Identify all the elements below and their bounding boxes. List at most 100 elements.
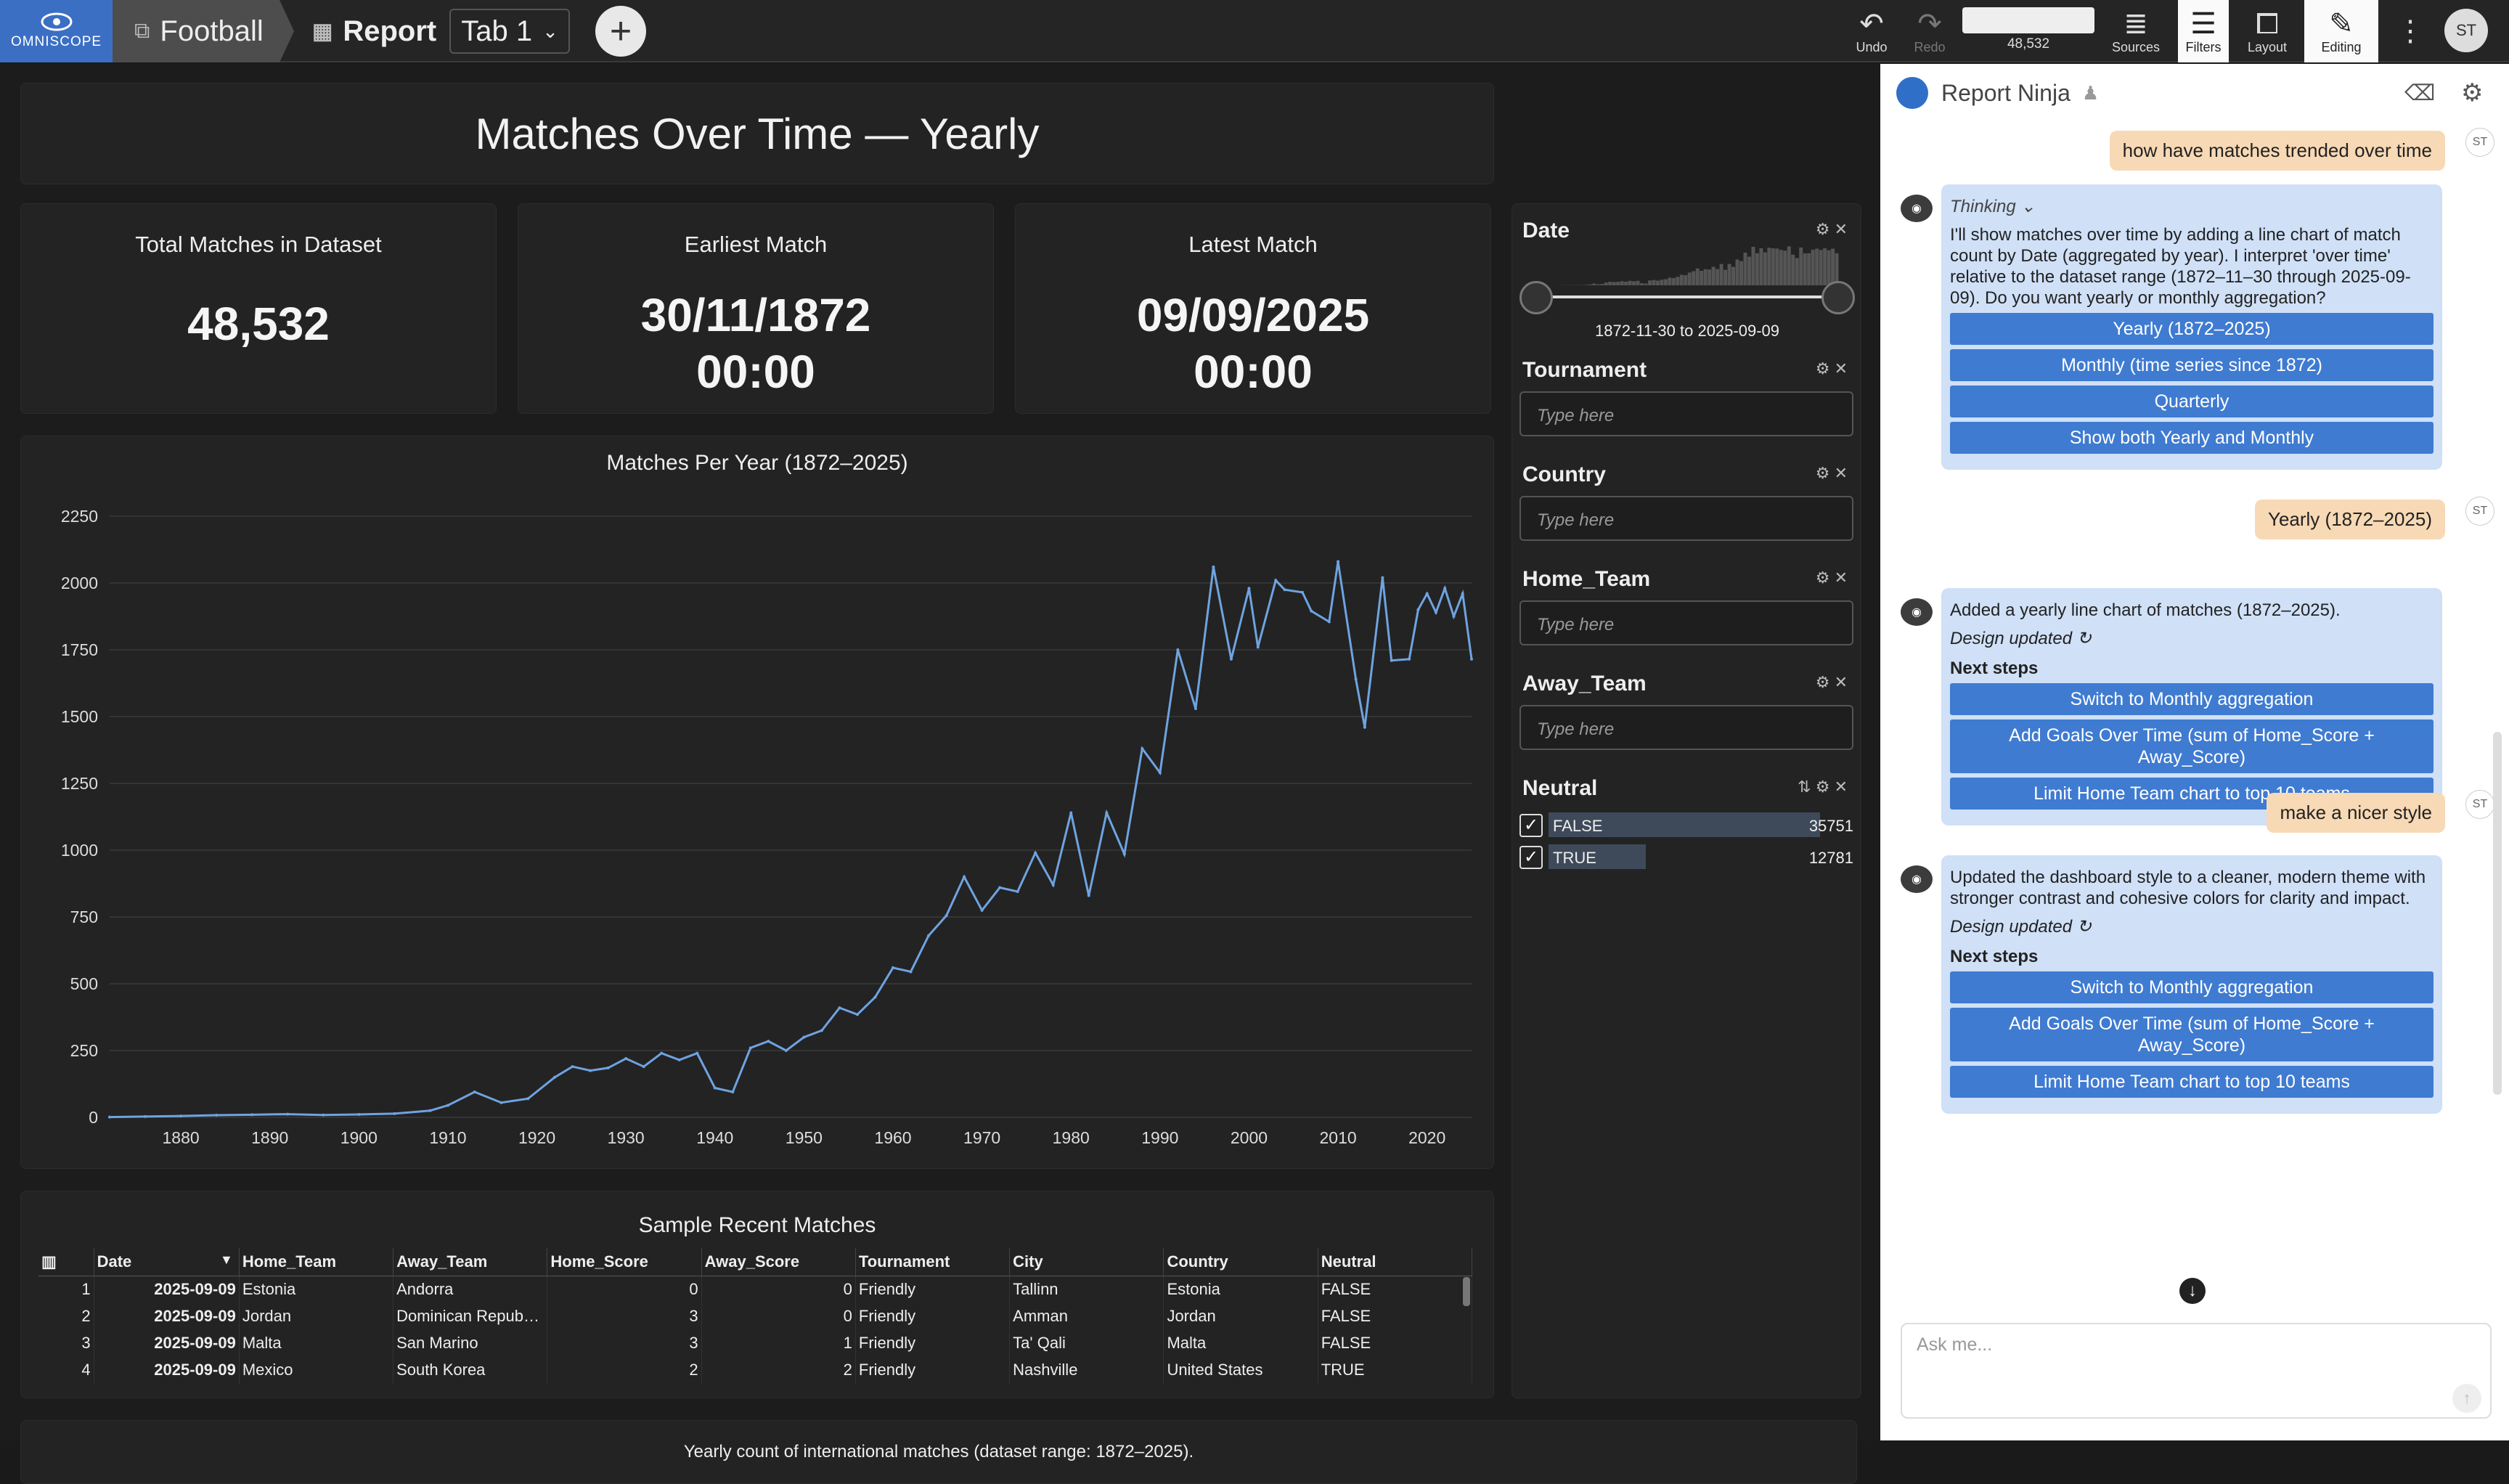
data-point[interactable]	[1470, 658, 1473, 661]
column-header[interactable]: Home_Score	[547, 1248, 701, 1276]
layout-button[interactable]: ⧠Layout	[2242, 0, 2293, 62]
suggestion-chip[interactable]: Switch to Monthly aggregation	[1950, 971, 2433, 1003]
checkbox-checked-icon[interactable]: ✓	[1519, 814, 1543, 837]
data-point[interactable]	[642, 1065, 645, 1068]
data-point[interactable]	[1176, 648, 1179, 651]
data-point[interactable]	[526, 1097, 529, 1100]
data-point[interactable]	[856, 1013, 859, 1016]
country-filter-input[interactable]: Type here	[1519, 496, 1853, 541]
data-point[interactable]	[1390, 659, 1393, 662]
thinking-toggle[interactable]: Thinking ⌄	[1950, 196, 2433, 217]
tournament-filter-input[interactable]: Type here	[1519, 391, 1853, 436]
data-point[interactable]	[1461, 592, 1464, 595]
data-point[interactable]	[553, 1076, 556, 1079]
send-button[interactable]: ↑	[2452, 1384, 2481, 1413]
data-point[interactable]	[873, 995, 876, 998]
data-point[interactable]	[1034, 852, 1037, 855]
more-menu-button[interactable]: ⋮	[2396, 0, 2425, 62]
data-point[interactable]	[1194, 707, 1197, 710]
data-point[interactable]	[1310, 610, 1313, 613]
filters-button[interactable]: ☰Filters	[2178, 0, 2229, 62]
column-header[interactable]: City	[1010, 1248, 1164, 1276]
data-point[interactable]	[571, 1065, 574, 1068]
data-point[interactable]	[767, 1040, 770, 1043]
data-point[interactable]	[945, 914, 948, 917]
data-point[interactable]	[1284, 588, 1286, 591]
pin-icon[interactable]: ♟	[2082, 82, 2099, 105]
data-point[interactable]	[144, 1115, 147, 1118]
data-point[interactable]	[1159, 771, 1162, 774]
gear-icon[interactable]: ⚙	[1816, 220, 1830, 238]
data-point[interactable]	[500, 1101, 503, 1104]
data-point[interactable]	[393, 1112, 396, 1115]
data-point[interactable]	[1069, 811, 1072, 814]
sort-icon[interactable]: ⇅	[1798, 778, 1811, 796]
redo-button[interactable]: ↷Redo	[1908, 0, 1951, 62]
data-point[interactable]	[731, 1090, 734, 1093]
series-line[interactable]	[110, 562, 1472, 1117]
data-point[interactable]	[1426, 592, 1429, 595]
data-point[interactable]	[1328, 620, 1331, 623]
data-point[interactable]	[215, 1114, 218, 1117]
data-point[interactable]	[357, 1113, 360, 1116]
chat-scrollbar[interactable]	[2493, 732, 2502, 1095]
date-slider-handle-start[interactable]	[1519, 281, 1553, 314]
gear-icon[interactable]: ⚙	[1816, 568, 1830, 587]
gear-icon[interactable]: ⚙	[1816, 778, 1830, 796]
data-point[interactable]	[892, 966, 894, 969]
data-point[interactable]	[286, 1113, 289, 1116]
suggestion-chip[interactable]: Add Goals Over Time (sum of Home_Score +…	[1950, 719, 2433, 773]
data-point[interactable]	[1416, 608, 1419, 611]
data-point[interactable]	[428, 1109, 431, 1112]
data-point[interactable]	[589, 1069, 592, 1072]
data-point[interactable]	[607, 1067, 610, 1069]
sources-button[interactable]: ≣Sources	[2107, 0, 2165, 62]
suggestion-chip[interactable]: Quarterly	[1950, 386, 2433, 417]
data-point[interactable]	[1355, 677, 1358, 680]
data-point[interactable]	[1257, 645, 1260, 648]
table-scrollbar[interactable]	[1463, 1277, 1470, 1306]
suggestion-chip[interactable]: Monthly (time series since 1872)	[1950, 349, 2433, 381]
eraser-icon[interactable]: ⌫	[2404, 81, 2435, 106]
data-point[interactable]	[624, 1057, 627, 1060]
data-point[interactable]	[820, 1029, 823, 1032]
gear-icon[interactable]: ⚙	[1816, 464, 1830, 482]
editing-button[interactable]: ✎Editing	[2304, 0, 2378, 62]
scroll-down-button[interactable]: ↓	[2179, 1278, 2206, 1304]
data-point[interactable]	[695, 1052, 698, 1055]
data-point[interactable]	[838, 1006, 841, 1009]
home-team-filter-input[interactable]: Type here	[1519, 600, 1853, 645]
neutral-option[interactable]: ✓ FALSE 35751	[1519, 812, 1853, 839]
chat-input[interactable]: Ask me...	[1901, 1323, 2492, 1419]
column-header[interactable]: Date▼	[94, 1248, 239, 1276]
column-header[interactable]: Tournament	[855, 1248, 1009, 1276]
suggestion-chip[interactable]: Yearly (1872–2025)	[1950, 313, 2433, 345]
data-point[interactable]	[1435, 611, 1437, 613]
undo-button[interactable]: ↶Undo	[1850, 0, 1893, 62]
close-icon[interactable]: ✕	[1835, 778, 1848, 796]
gear-icon[interactable]: ⚙	[1816, 673, 1830, 691]
column-header[interactable]: Away_Score	[701, 1248, 855, 1276]
column-header[interactable]: Country	[1164, 1248, 1318, 1276]
column-header[interactable]: Away_Team	[393, 1248, 547, 1276]
data-point[interactable]	[678, 1059, 681, 1061]
close-icon[interactable]: ✕	[1835, 464, 1848, 482]
data-point[interactable]	[1301, 591, 1304, 594]
column-header[interactable]: Home_Team	[239, 1248, 393, 1276]
data-point[interactable]	[1337, 560, 1339, 563]
data-point[interactable]	[910, 970, 913, 973]
data-point[interactable]	[998, 886, 1001, 889]
data-point[interactable]	[1088, 894, 1090, 897]
checkbox-checked-icon[interactable]: ✓	[1519, 846, 1543, 869]
add-tab-button[interactable]: +	[595, 6, 646, 57]
data-point[interactable]	[250, 1113, 253, 1116]
data-point[interactable]	[981, 909, 984, 912]
close-icon[interactable]: ✕	[1835, 359, 1848, 378]
table-chart-icon[interactable]: ▥	[38, 1248, 94, 1276]
neutral-option[interactable]: ✓ TRUE 12781	[1519, 844, 1853, 871]
